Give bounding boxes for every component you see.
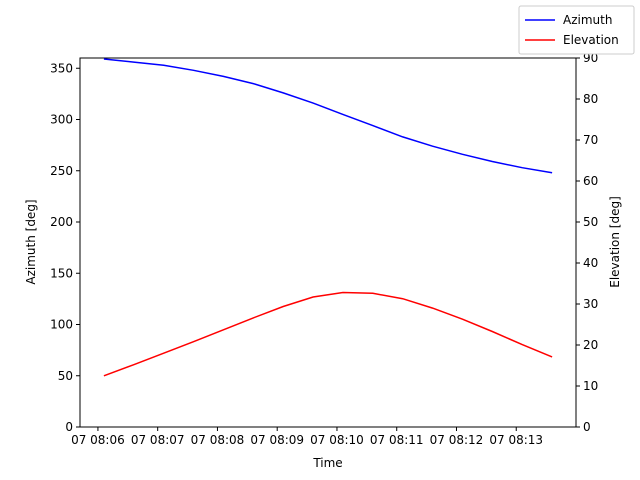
y-left-tick-label: 200 [50, 215, 73, 229]
y-right-tick-label: 60 [583, 174, 598, 188]
y-left-tick-label: 150 [50, 266, 73, 280]
y-right-tick-label: 40 [583, 256, 598, 270]
plot-frame [79, 57, 577, 428]
y-left-tick-label: 250 [50, 164, 73, 178]
x-tick-label: 07 08:06 [71, 433, 125, 447]
y-axis-right-label: Elevation [deg] [608, 196, 622, 288]
series-line-azimuth [103, 58, 553, 174]
x-tick-label: 07 08:09 [250, 433, 304, 447]
series-line-elevation [103, 291, 553, 377]
legend-label-azimuth: Azimuth [563, 13, 612, 27]
x-axis-label: Time [312, 456, 342, 470]
legend-frame [518, 5, 635, 55]
y-right-tick-label: 0 [583, 420, 591, 434]
x-tick-label: 07 08:13 [489, 433, 543, 447]
y-right-tick-label: 80 [583, 92, 598, 106]
x-axis: 07 08:06 07 08:07 07 08:08 07 08:09 07 08:10… [71, 427, 543, 447]
x-tick-label: 07 08:12 [430, 433, 484, 447]
y-left-tick-label: 100 [50, 318, 73, 332]
x-tick-label: 07 08:11 [370, 433, 424, 447]
y-left-tick-label: 300 [50, 113, 73, 127]
y-left-tick-label: 50 [58, 369, 73, 383]
series-layer [103, 58, 553, 377]
y-right-tick-label: 50 [583, 215, 598, 229]
y-right-tick-label: 70 [583, 133, 598, 147]
legend-label-elevation: Elevation [563, 33, 619, 47]
y-left-tick-label: 0 [65, 420, 73, 434]
y-right-tick-label: 20 [583, 338, 598, 352]
y-right-tick-label: 30 [583, 297, 598, 311]
y-axis-left: 0 50 100 150 200 250 300 350 [50, 61, 80, 434]
x-tick-label: 07 08:08 [191, 433, 245, 447]
y-right-tick-label: 10 [583, 379, 598, 393]
y-axis-left-label: Azimuth [deg] [24, 199, 38, 284]
x-tick-label: 07 08:10 [310, 433, 364, 447]
plot-area [79, 57, 577, 428]
legend: Azimuth Elevation [518, 5, 635, 55]
y-left-tick-label: 350 [50, 61, 73, 75]
x-tick-label: 07 08:07 [131, 433, 185, 447]
